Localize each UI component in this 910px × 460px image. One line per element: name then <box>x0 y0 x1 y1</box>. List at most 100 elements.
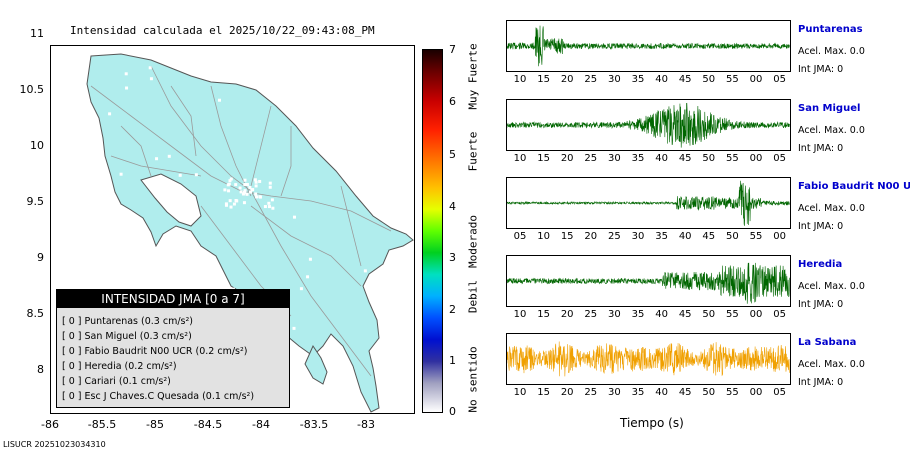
time-tick-label: 25 <box>584 387 598 398</box>
time-tick-label: 00 <box>749 153 763 164</box>
station-jma-intensity: Int JMA: 0 <box>798 64 844 75</box>
y-tick-label: 10.5 <box>19 83 45 96</box>
time-tick-label: 00 <box>773 231 786 242</box>
time-tick-label: 10 <box>513 309 527 320</box>
time-tick-label: 35 <box>631 74 645 85</box>
time-tick-label: 20 <box>560 309 574 320</box>
intensity-legend: INTENSIDAD JMA [0 a 7] [ 0 ] Puntarenas … <box>56 289 290 408</box>
station-max-accel: Acel. Max. 0.0 <box>798 203 865 214</box>
time-tick-label: 20 <box>560 153 574 164</box>
city-marker <box>253 178 257 182</box>
city-marker <box>232 202 236 206</box>
time-tick-label: 15 <box>537 153 550 164</box>
waveform-panel <box>506 99 791 151</box>
waveform-trace <box>507 25 790 67</box>
city-marker <box>243 178 247 182</box>
time-tick-label: 55 <box>749 231 763 242</box>
time-tick-label: 30 <box>608 74 621 85</box>
city-marker <box>267 201 271 205</box>
scale-number: 2 <box>449 303 456 316</box>
time-tick-label: 35 <box>631 387 645 398</box>
city-marker <box>268 185 272 189</box>
time-tick-label: 25 <box>584 309 598 320</box>
time-tick-label: 25 <box>584 153 598 164</box>
waveform-trace <box>507 180 790 226</box>
city-marker <box>223 188 227 192</box>
time-tick-label: 00 <box>749 74 763 85</box>
city-marker <box>306 275 310 279</box>
station-max-accel: Acel. Max. 0.0 <box>798 281 865 292</box>
legend-item: [ 0 ] Fabio Baudrit N00 UCR (0.2 cm/s²) <box>62 346 248 357</box>
city-marker <box>238 186 242 190</box>
scale-number: 5 <box>449 148 456 161</box>
station-max-accel: Acel. Max. 0.0 <box>798 46 865 57</box>
waveform-panel <box>506 255 791 307</box>
time-tick-label: 15 <box>560 231 574 242</box>
time-tick-label: 00 <box>749 309 763 320</box>
city-marker <box>254 184 258 188</box>
city-marker <box>267 205 271 209</box>
city-marker <box>268 181 272 185</box>
city-marker <box>182 212 186 216</box>
city-marker <box>229 177 233 181</box>
city-marker <box>254 192 258 196</box>
waveform-trace <box>507 262 790 304</box>
time-tick-label: 35 <box>631 153 645 164</box>
legend-item: [ 0 ] Cariari (0.1 cm/s²) <box>62 376 171 387</box>
waveform-trace <box>507 341 790 377</box>
time-tick-label: 15 <box>537 387 550 398</box>
waveform-panel <box>506 20 791 72</box>
legend-item: [ 0 ] Esc J Chaves.C Quesada (0.1 cm/s²) <box>62 391 255 402</box>
time-tick-label: 45 <box>678 309 692 320</box>
x-tick-label: -84.5 <box>193 418 223 431</box>
time-tick-label: 05 <box>513 231 527 242</box>
city-marker <box>363 269 367 273</box>
y-tick-label: 9.5 <box>26 195 45 208</box>
waveform-trace <box>507 102 790 148</box>
nicoya-gulf-water <box>140 173 202 227</box>
waveform-panel <box>506 177 791 229</box>
time-tick-label: 50 <box>702 153 716 164</box>
city-marker <box>271 206 275 210</box>
y-tick-label: 8 <box>37 363 44 376</box>
waveform-plot <box>507 262 790 304</box>
city-marker <box>251 188 255 192</box>
x-tick-label: -85.5 <box>87 418 117 431</box>
city-marker <box>245 192 249 196</box>
scale-number: 0 <box>449 405 456 418</box>
time-tick-label: 10 <box>513 387 527 398</box>
city-marker <box>258 179 262 183</box>
intensity-color-scale <box>422 49 443 413</box>
time-tick-label: 20 <box>584 231 598 242</box>
scale-category: Debil <box>466 279 480 314</box>
time-tick-label: 35 <box>655 231 668 242</box>
scale-number: 4 <box>449 200 456 213</box>
legend-item: [ 0 ] Puntarenas (0.3 cm/s²) <box>62 316 193 327</box>
city-marker <box>254 180 258 184</box>
station-max-accel: Acel. Max. 0.0 <box>798 125 865 136</box>
waveform-plot <box>507 341 790 377</box>
time-tick-label: 10 <box>513 153 527 164</box>
time-tick-label: 10 <box>513 74 527 85</box>
station-name: Fabio Baudrit N00 UCR <box>798 181 910 192</box>
time-tick-label: 05 <box>773 153 786 164</box>
city-marker <box>227 182 231 186</box>
y-tick-label: 11 <box>30 27 44 40</box>
city-marker <box>241 192 245 196</box>
time-tick-label: 45 <box>678 74 692 85</box>
waveform-plot <box>507 25 790 67</box>
time-tick-label: 45 <box>678 387 692 398</box>
station-name: San Miguel <box>798 103 861 114</box>
city-marker <box>109 246 113 250</box>
city-marker <box>229 205 233 209</box>
city-marker <box>178 173 182 177</box>
time-tick-label: 55 <box>726 74 739 85</box>
city-marker <box>155 157 159 161</box>
city-marker <box>292 326 296 330</box>
station-jma-intensity: Int JMA: 0 <box>798 221 844 232</box>
time-tick-label: 20 <box>560 74 574 85</box>
waveform-plot <box>507 180 790 226</box>
station-jma-intensity: Int JMA: 0 <box>798 143 844 154</box>
city-marker <box>261 73 265 77</box>
time-tick-label: 00 <box>749 387 763 398</box>
